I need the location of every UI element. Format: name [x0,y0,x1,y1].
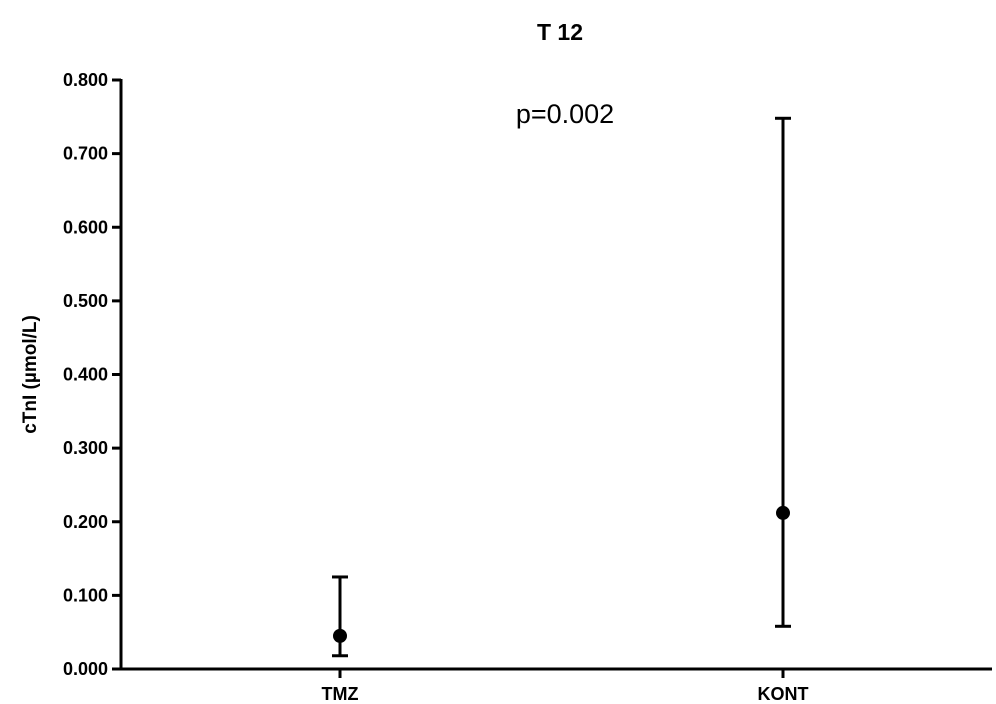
x-tick-label: KONT [758,684,809,704]
p-value-annotation: p=0.002 [516,99,614,129]
y-tick-label: 0.600 [63,217,108,237]
y-axis-label: cTnI (µmol/L) [20,315,41,434]
data-point [333,628,347,643]
y-tick-label: 0.500 [63,291,108,311]
y-tick-label: 0.400 [63,365,108,385]
x-tick-label: TMZ [322,684,359,704]
axes: 0.000 0.100 0.200 0.300 0.400 0.500 0.600 0.700… [63,70,992,704]
y-tick-label: 0.100 [63,585,108,605]
y-tick-label: 0.300 [63,438,108,458]
y-tick-label: 0.700 [63,144,108,164]
data-marks [332,116,791,658]
y-tick-label: 0.200 [63,512,108,532]
chart-title: T 12 [537,19,583,45]
y-tick-label: 0.000 [63,659,108,679]
y-tick-label: 0.800 [63,70,108,90]
data-point [776,505,790,520]
